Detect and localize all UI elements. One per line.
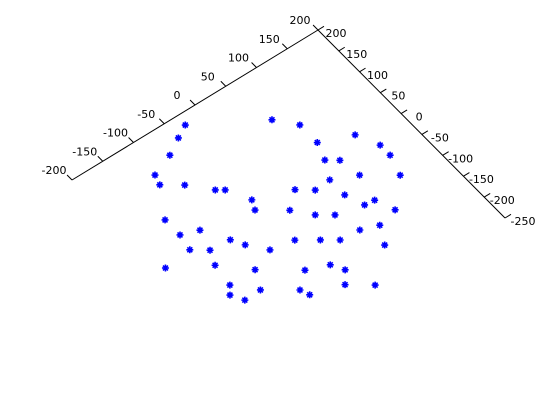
- x-tick-label: -200: [42, 164, 67, 177]
- point: [226, 291, 234, 299]
- point: [371, 196, 379, 204]
- y-tick-label: -100: [448, 152, 473, 165]
- point: [161, 264, 169, 272]
- x-tick: [220, 80, 227, 87]
- x-tick: [312, 24, 319, 31]
- point: [256, 286, 264, 294]
- point: [196, 226, 204, 234]
- point: [181, 121, 189, 129]
- y-tick: [421, 130, 429, 135]
- point: [371, 281, 379, 289]
- y-tick-label: 0: [416, 111, 423, 124]
- point: [286, 206, 294, 214]
- x-tick-label: 0: [174, 89, 181, 102]
- x-tick-label: 50: [201, 70, 215, 83]
- y-tick: [463, 172, 470, 177]
- x-tick-label: -50: [137, 108, 155, 121]
- y-tick-label: 100: [367, 69, 388, 82]
- point: [226, 281, 234, 289]
- point: [181, 181, 189, 189]
- y-tick: [317, 25, 325, 31]
- y-tick-label: 150: [346, 48, 367, 61]
- point: [268, 116, 276, 124]
- point: [396, 171, 404, 179]
- point: [211, 186, 219, 194]
- x-tick-label: 200: [290, 14, 311, 27]
- x-tick: [281, 43, 288, 50]
- point: [291, 186, 299, 194]
- point: [174, 134, 182, 142]
- x-tick: [66, 174, 73, 181]
- point: [296, 286, 304, 294]
- point: [226, 236, 234, 244]
- point: [186, 246, 194, 254]
- point: [376, 221, 384, 229]
- point: [321, 156, 329, 164]
- x-tick: [251, 62, 257, 68]
- point: [386, 151, 394, 159]
- x-tick-label: -150: [72, 145, 97, 158]
- y-tick: [359, 67, 366, 73]
- point: [241, 241, 249, 249]
- point: [361, 201, 369, 209]
- point: [151, 171, 159, 179]
- point: [306, 291, 314, 299]
- point: [313, 139, 321, 147]
- y-tick: [442, 151, 449, 156]
- point: [251, 266, 259, 274]
- point: [311, 186, 319, 194]
- point: [326, 176, 334, 184]
- y-tick-label: -250: [511, 215, 536, 228]
- point: [166, 151, 174, 159]
- point: [266, 246, 274, 254]
- x-tick: [158, 118, 165, 125]
- point: [176, 231, 184, 239]
- x-tick-label: -100: [103, 127, 128, 140]
- x-tick: [97, 155, 104, 162]
- point: [381, 241, 389, 249]
- point: [376, 141, 384, 149]
- point: [156, 181, 164, 189]
- y-tick: [504, 213, 512, 219]
- point: [341, 281, 349, 289]
- y-tick-label: 200: [326, 27, 347, 40]
- point: [311, 211, 319, 219]
- point: [336, 236, 344, 244]
- y-axis: [317, 29, 506, 219]
- point: [296, 121, 304, 129]
- point: [356, 171, 364, 179]
- point: [326, 261, 334, 269]
- x-tick-label: 100: [228, 52, 249, 65]
- point: [206, 246, 214, 254]
- point: [316, 236, 324, 244]
- x-tick: [189, 99, 196, 106]
- point: [336, 156, 344, 164]
- point: [248, 196, 256, 204]
- point: [341, 266, 349, 274]
- point: [356, 226, 364, 234]
- y-tick-label: 50: [391, 90, 405, 103]
- y-tick: [338, 46, 346, 52]
- point: [291, 236, 299, 244]
- x-tick-label: 150: [259, 33, 280, 46]
- point: [341, 191, 349, 199]
- point: [211, 261, 219, 269]
- y-tick-label: -50: [431, 131, 449, 144]
- y-tick-label: -150: [469, 173, 494, 186]
- point: [391, 206, 399, 214]
- point: [331, 211, 339, 219]
- y-tick: [400, 109, 408, 114]
- point: [221, 186, 229, 194]
- point: [251, 206, 259, 214]
- point: [161, 216, 169, 224]
- x-tick: [128, 137, 134, 143]
- point: [301, 266, 309, 274]
- point: [241, 296, 249, 304]
- y-tick: [380, 88, 387, 94]
- y-tick: [483, 193, 491, 198]
- y-tick-label: -200: [490, 194, 515, 207]
- point: [351, 131, 359, 139]
